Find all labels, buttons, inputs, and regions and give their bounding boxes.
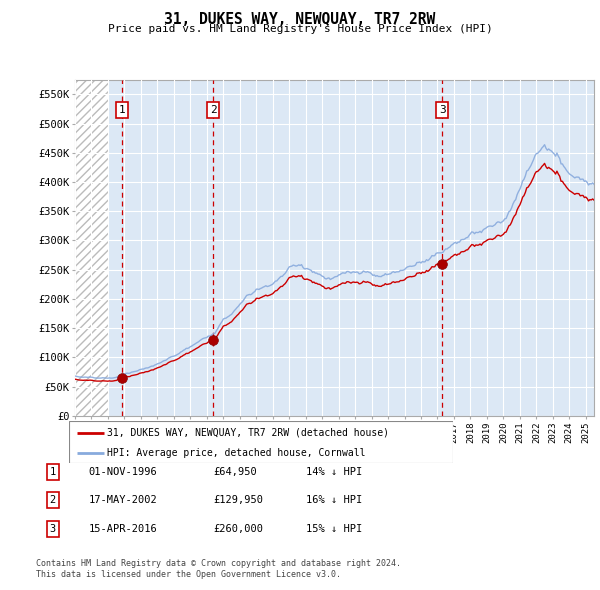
Text: 3: 3 (439, 105, 446, 115)
Text: 17-MAY-2002: 17-MAY-2002 (89, 496, 158, 505)
Text: 31, DUKES WAY, NEWQUAY, TR7 2RW: 31, DUKES WAY, NEWQUAY, TR7 2RW (164, 12, 436, 27)
Text: 2: 2 (50, 496, 56, 505)
Text: HPI: Average price, detached house, Cornwall: HPI: Average price, detached house, Corn… (107, 448, 366, 457)
Text: This data is licensed under the Open Government Licence v3.0.: This data is licensed under the Open Gov… (36, 571, 341, 579)
Text: 15% ↓ HPI: 15% ↓ HPI (306, 524, 362, 533)
Text: 3: 3 (50, 524, 56, 533)
Text: £129,950: £129,950 (213, 496, 263, 505)
Bar (75, 80, 108, 416)
Text: 01-NOV-1996: 01-NOV-1996 (89, 467, 158, 477)
Text: 14% ↓ HPI: 14% ↓ HPI (306, 467, 362, 477)
Text: 31, DUKES WAY, NEWQUAY, TR7 2RW (detached house): 31, DUKES WAY, NEWQUAY, TR7 2RW (detache… (107, 428, 389, 438)
Text: 16% ↓ HPI: 16% ↓ HPI (306, 496, 362, 505)
Text: 1: 1 (118, 105, 125, 115)
Text: Price paid vs. HM Land Registry's House Price Index (HPI): Price paid vs. HM Land Registry's House … (107, 24, 493, 34)
Text: Contains HM Land Registry data © Crown copyright and database right 2024.: Contains HM Land Registry data © Crown c… (36, 559, 401, 568)
Text: £260,000: £260,000 (213, 524, 263, 533)
Text: £64,950: £64,950 (213, 467, 257, 477)
Text: 1: 1 (50, 467, 56, 477)
Text: 2: 2 (209, 105, 217, 115)
Text: 15-APR-2016: 15-APR-2016 (89, 524, 158, 533)
